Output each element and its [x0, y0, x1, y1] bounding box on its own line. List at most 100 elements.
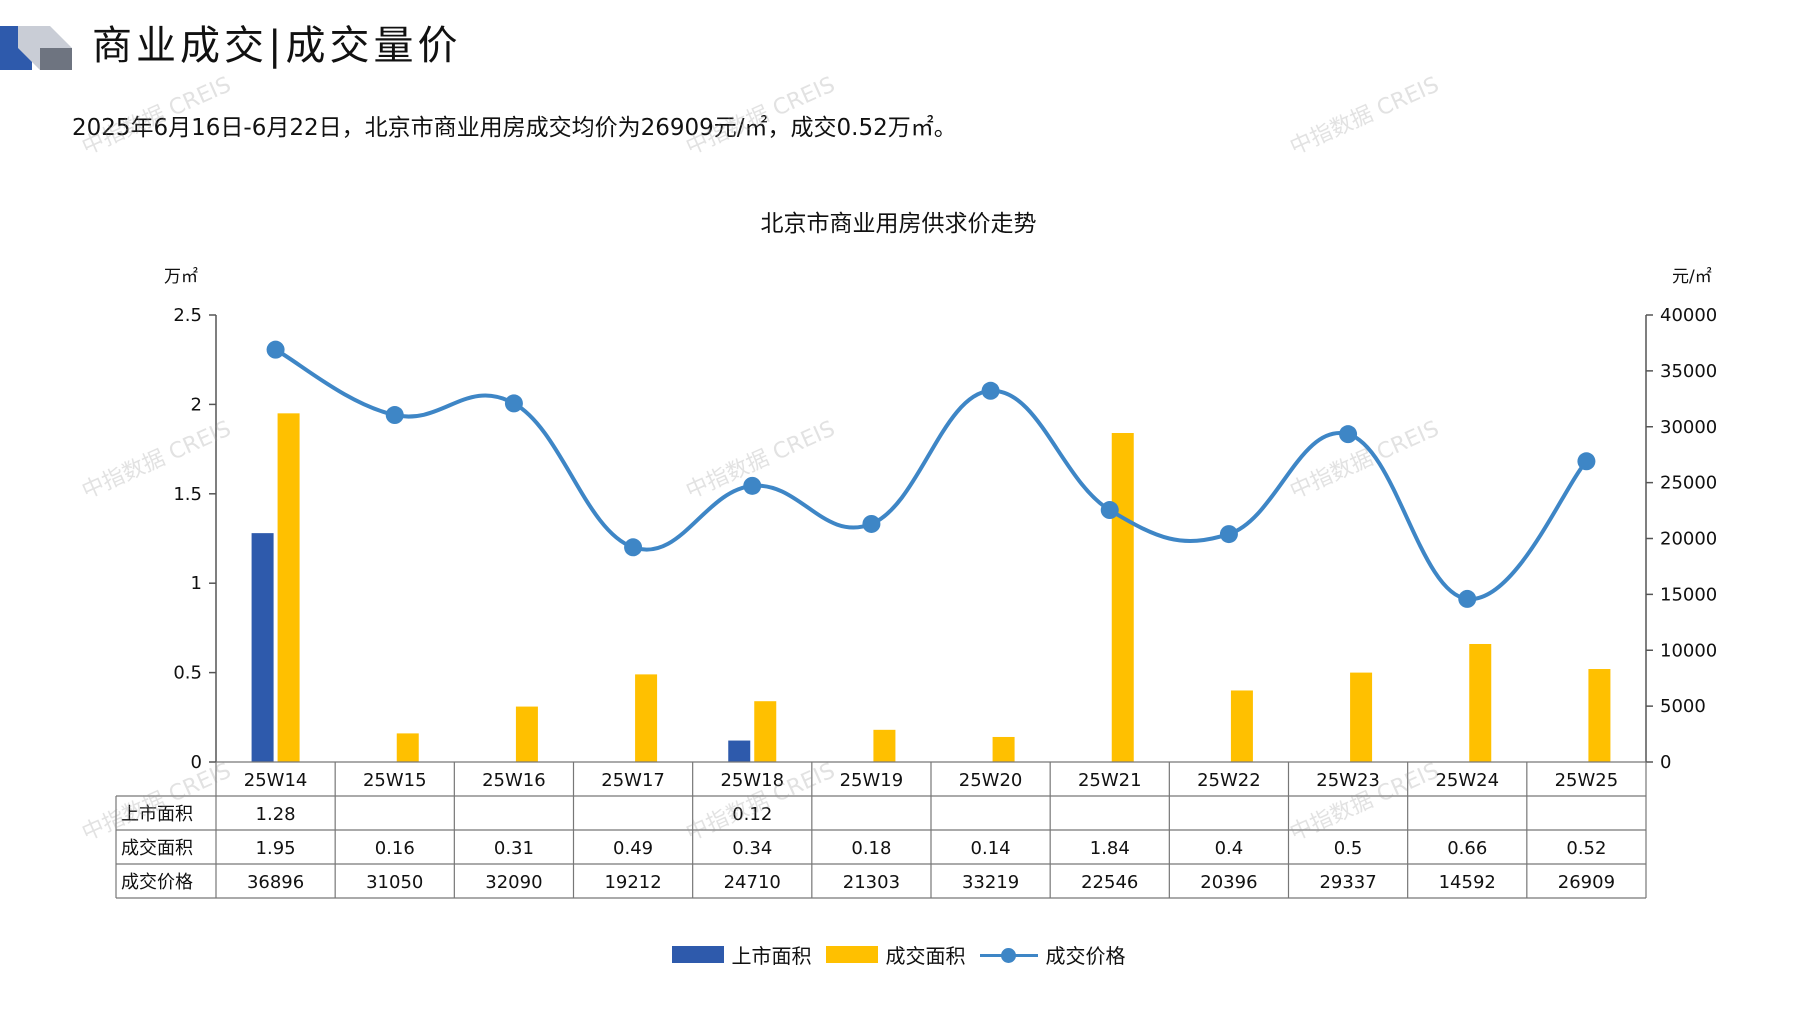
legend-item-supply: 上市面积: [671, 940, 812, 969]
logo-icon: [0, 26, 72, 70]
price-point: [1100, 501, 1119, 520]
table-cell-value: 32090: [485, 872, 542, 893]
table-category-label: 25W14: [244, 770, 308, 791]
left-axis-tick-label: 1: [191, 573, 202, 594]
legend-swatch-price: [979, 945, 1038, 965]
table-cell-value: 0.4: [1215, 838, 1244, 859]
table-cell-value: 14592: [1439, 872, 1496, 893]
chart-legend: 上市面积 成交面积 成交价格: [0, 940, 1797, 969]
bar-deal-area: [1230, 690, 1253, 762]
table-row-header: 成交面积: [121, 838, 193, 859]
table-category-label: 25W22: [1197, 770, 1261, 791]
bar-deal-area: [873, 729, 896, 762]
price-point: [385, 406, 404, 425]
table-cell-value: 0.52: [1566, 838, 1606, 859]
bar-deal-area: [1588, 669, 1611, 762]
right-axis-tick-label: 30000: [1660, 417, 1717, 438]
table-category-label: 25W16: [482, 770, 546, 791]
right-axis-tick-label: 15000: [1660, 584, 1717, 605]
table-cell-value: 0.66: [1447, 838, 1487, 859]
right-axis-tick-label: 20000: [1660, 529, 1717, 550]
bar-supply: [728, 740, 751, 762]
table-cell-value: 0.49: [613, 838, 653, 859]
legend-swatch-supply: [671, 946, 724, 963]
table-cell-value: 0.34: [732, 838, 772, 859]
legend-label-deal-area: 成交面积: [885, 944, 966, 968]
table-row-header: 上市面积: [121, 804, 193, 825]
price-point: [1339, 425, 1358, 444]
legend-item-deal-area: 成交面积: [825, 940, 966, 969]
price-point: [504, 394, 523, 413]
bar-deal-area: [1350, 672, 1373, 762]
table-cell-value: 1.28: [256, 804, 296, 825]
table-category-label: 25W21: [1078, 770, 1142, 791]
right-axis-tick-label: 35000: [1660, 361, 1717, 382]
left-axis-tick-label: 2.5: [173, 305, 202, 326]
table-category-label: 25W19: [840, 770, 904, 791]
table-cell-value: 0.12: [732, 804, 772, 825]
table-cell-value: 26909: [1558, 872, 1615, 893]
bar-deal-area: [1111, 433, 1134, 762]
bar-deal-area: [635, 674, 658, 762]
legend-swatch-deal-area: [825, 946, 878, 963]
table-cell-value: 1.84: [1090, 838, 1130, 859]
price-point: [743, 476, 762, 495]
bar-supply: [251, 533, 274, 762]
bar-deal-area: [1469, 643, 1492, 762]
table-cell-value: 33219: [962, 872, 1019, 893]
table-cell-value: 20396: [1200, 872, 1257, 893]
table-cell-value: 0.18: [851, 838, 891, 859]
page-title: 商业成交|成交量价: [92, 23, 462, 69]
price-point: [1458, 589, 1477, 608]
legend-label-price: 成交价格: [1045, 944, 1126, 968]
table-cell-value: 19212: [604, 872, 661, 893]
right-axis-unit: 元/㎡: [1672, 267, 1712, 287]
legend-label-supply: 上市面积: [731, 944, 812, 968]
table-cell-value: 29337: [1319, 872, 1376, 893]
table-cell-value: 21303: [843, 872, 900, 893]
table-category-label: 25W17: [601, 770, 665, 791]
left-axis-tick-label: 2: [191, 394, 202, 415]
left-axis-unit: 万㎡: [164, 267, 198, 287]
table-cell-value: 0.31: [494, 838, 534, 859]
table-cell-value: 0.16: [375, 838, 415, 859]
table-cell-value: 1.95: [256, 838, 296, 859]
table-row-header: 成交价格: [121, 872, 193, 893]
bar-deal-area: [396, 733, 419, 762]
price-point: [624, 538, 643, 557]
bar-deal-area: [754, 701, 777, 762]
table-category-label: 25W24: [1435, 770, 1499, 791]
table-cell-value: 36896: [247, 872, 304, 893]
left-axis-tick-label: 1.5: [173, 484, 202, 505]
right-axis-tick-label: 25000: [1660, 473, 1717, 494]
price-point: [1219, 525, 1238, 544]
bar-deal-area: [515, 706, 538, 762]
table-category-label: 25W23: [1316, 770, 1380, 791]
right-axis-tick-label: 40000: [1660, 305, 1717, 326]
page-subtitle: 2025年6月16日-6月22日，北京市商业用房成交均价为26909元/㎡，成交…: [72, 115, 957, 141]
price-point: [266, 340, 285, 359]
table-category-label: 25W15: [363, 770, 427, 791]
left-axis-tick-label: 0: [191, 752, 202, 773]
table-cell-value: 0.5: [1334, 838, 1363, 859]
right-axis-tick-label: 10000: [1660, 640, 1717, 661]
table-cell-value: 24710: [724, 872, 781, 893]
price-line: [274, 347, 1588, 601]
price-point: [1577, 452, 1596, 471]
left-axis-tick-label: 0.5: [173, 663, 202, 684]
table-category-label: 25W25: [1555, 770, 1619, 791]
chart-title: 北京市商业用房供求价走势: [760, 211, 1037, 237]
bar-deal-area: [992, 736, 1015, 762]
right-axis-tick-label: 0: [1660, 752, 1671, 773]
table-cell-value: 22546: [1081, 872, 1138, 893]
table-category-label: 25W20: [959, 770, 1023, 791]
table-cell-value: 0.14: [971, 838, 1011, 859]
table-category-label: 25W18: [720, 770, 784, 791]
right-axis-tick-label: 5000: [1660, 696, 1706, 717]
bar-deal-area: [277, 413, 300, 762]
price-point: [862, 514, 881, 533]
price-point: [981, 381, 1000, 400]
table-cell-value: 31050: [366, 872, 423, 893]
legend-item-price: 成交价格: [979, 940, 1126, 969]
